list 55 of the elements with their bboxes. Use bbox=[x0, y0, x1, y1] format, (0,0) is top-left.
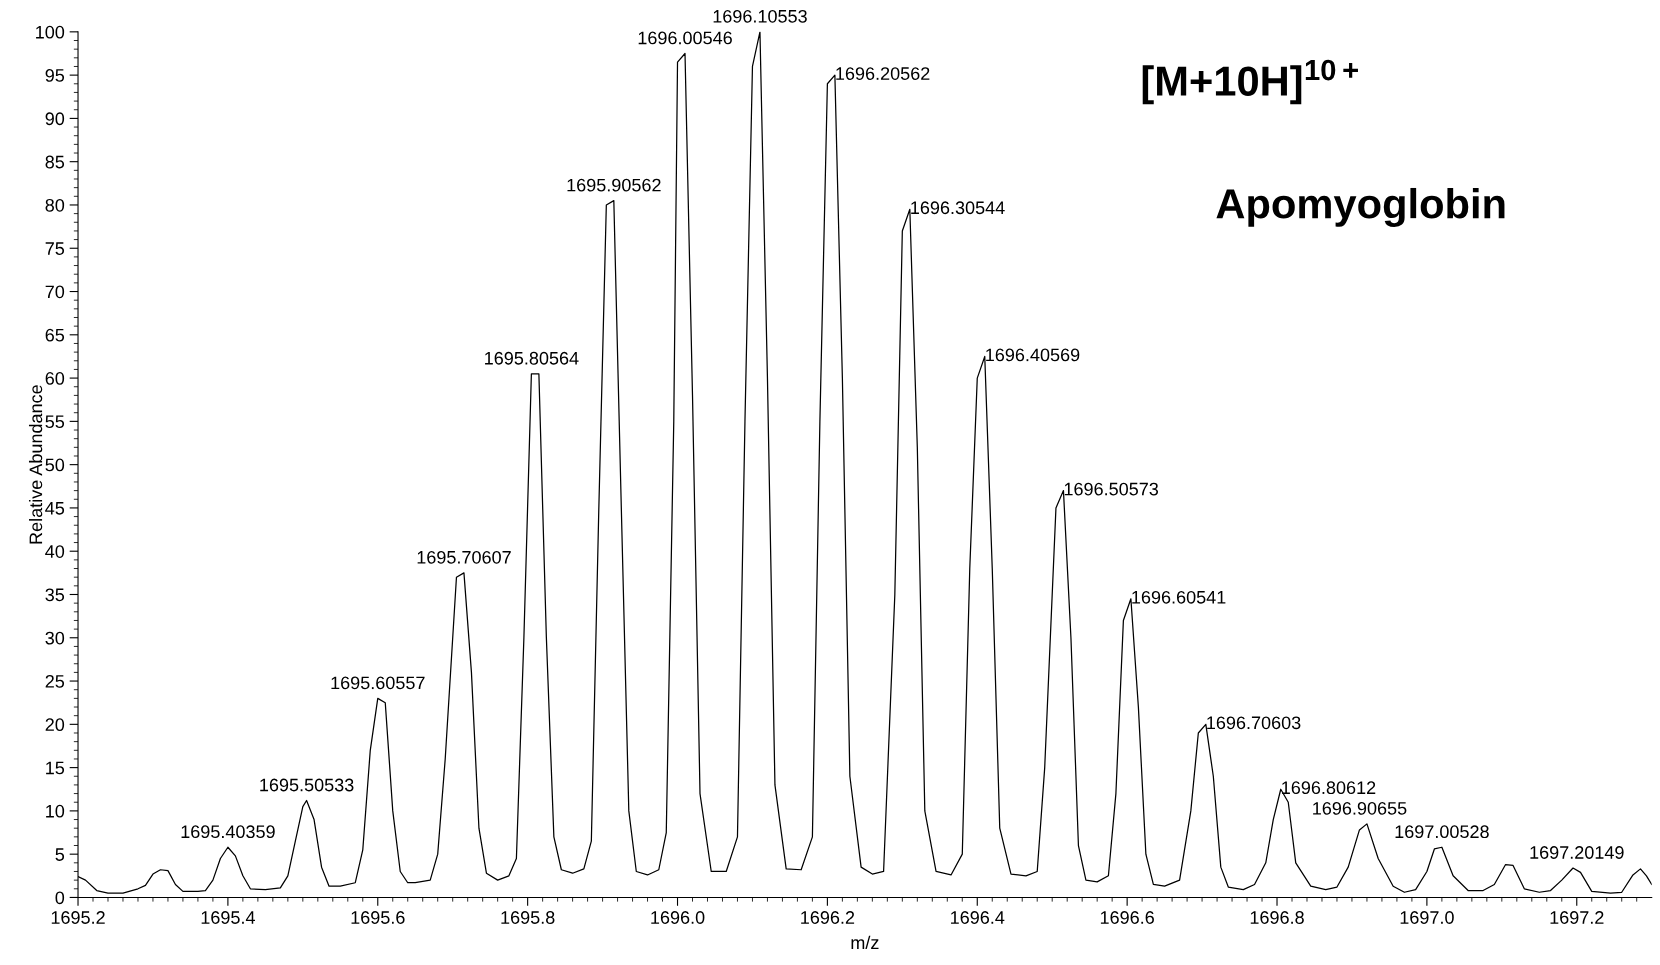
y-tick-label: 40 bbox=[45, 545, 65, 558]
x-tick-label: 1696.4 bbox=[951, 911, 1005, 924]
annotation: 1697.20149 bbox=[1530, 846, 1624, 859]
x-tick-label: 1697.0 bbox=[1400, 911, 1454, 924]
y-tick-label: 25 bbox=[45, 674, 65, 688]
annotation: 1695.70607 bbox=[417, 550, 511, 564]
y-tick-label: 15 bbox=[46, 761, 65, 775]
x-tick-label: 1695.4 bbox=[201, 911, 255, 924]
x-tick-label: 1695.6 bbox=[351, 911, 405, 924]
annotation: 1695.40359 bbox=[181, 825, 275, 839]
annotation: 1695.90562 bbox=[567, 178, 661, 192]
annotation: 1696.50573 bbox=[1064, 482, 1159, 496]
y-tick-label: 95 bbox=[45, 69, 65, 82]
y-tick-label: 65 bbox=[45, 328, 65, 342]
y-tick-label: 10 bbox=[46, 804, 65, 818]
annotation: 1695.60557 bbox=[331, 676, 425, 690]
x-tick-label: 1696.6 bbox=[1100, 911, 1154, 924]
annotation: 1696.60541 bbox=[1132, 590, 1226, 604]
annotation: 1696.90655 bbox=[1313, 801, 1407, 815]
y-tick-label: 70 bbox=[45, 285, 65, 299]
y-tick-label: 35 bbox=[45, 588, 65, 602]
line-series bbox=[78, 31, 1652, 894]
y-tick-label: 60 bbox=[45, 372, 65, 385]
y-tick-label: 85 bbox=[45, 155, 65, 169]
y-tick-label: 75 bbox=[45, 242, 65, 255]
x-tick-label: 1697.2 bbox=[1550, 911, 1604, 924]
annotation: 1696.20562 bbox=[836, 67, 930, 80]
y-tick-label: 50 bbox=[45, 458, 65, 472]
y-tick-label: 0 bbox=[55, 891, 65, 905]
x-tick-label: 1696.8 bbox=[1250, 911, 1304, 924]
x-tick-label: 1695.2 bbox=[51, 911, 105, 924]
x-tick-label: 1696.2 bbox=[801, 911, 855, 924]
annotation: 1696.00546 bbox=[638, 31, 732, 45]
annotation: 1696.40569 bbox=[986, 348, 1080, 362]
annotation: 1696.80612 bbox=[1282, 781, 1376, 795]
y-tick-label: 5 bbox=[55, 848, 65, 861]
annotation: 1696.30544 bbox=[911, 201, 1005, 215]
y-tick-label: 20 bbox=[45, 718, 65, 732]
x-axis-title: m/z bbox=[851, 935, 879, 950]
annotation: 1695.80564 bbox=[485, 351, 579, 365]
y-tick-label: 45 bbox=[45, 502, 65, 515]
y-tick-label: 30 bbox=[45, 631, 65, 645]
annotation: [M+10H]$^{10+}$ bbox=[1142, 59, 1358, 105]
y-tick-label: 80 bbox=[45, 198, 65, 212]
y-tick-label: 90 bbox=[45, 112, 65, 126]
x-tick-label: 1696.0 bbox=[651, 911, 705, 924]
annotation: 1695.50533 bbox=[260, 778, 354, 792]
y-axis-title: Relative Abundance bbox=[28, 385, 43, 544]
x-tick-label: 1695.8 bbox=[501, 911, 555, 924]
annotation: 1697.00528 bbox=[1395, 825, 1489, 839]
annotation: 1696.10553 bbox=[713, 9, 807, 23]
annotation: 1696.70603 bbox=[1207, 716, 1301, 730]
y-tick-label: 100 bbox=[36, 25, 65, 39]
y-tick-label: 55 bbox=[45, 415, 65, 429]
annotation: Apomyoglobin bbox=[1216, 187, 1505, 227]
